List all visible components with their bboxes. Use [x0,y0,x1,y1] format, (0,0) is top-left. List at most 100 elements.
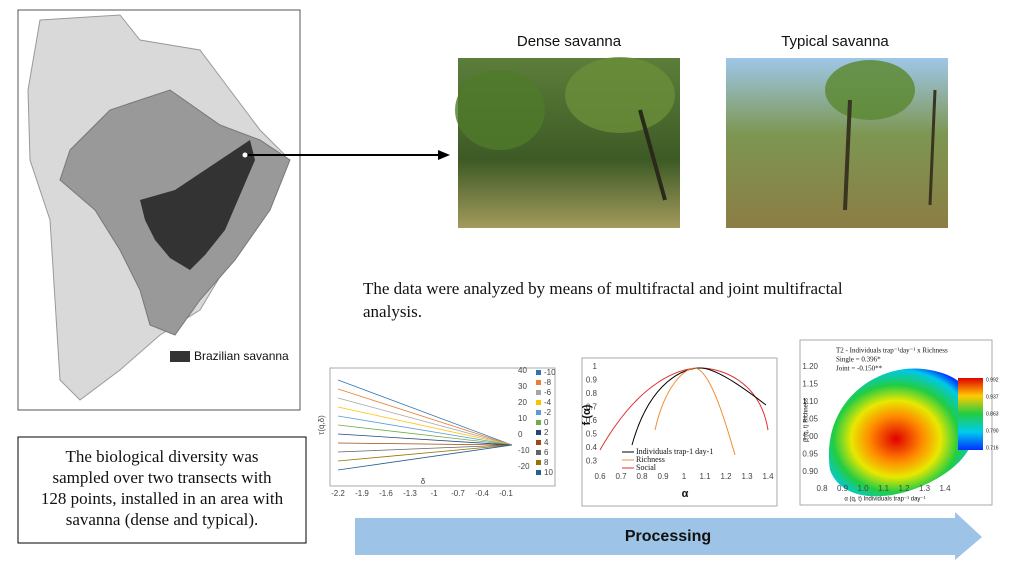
y-tick-label: 0.6 [586,416,598,425]
fit-line [337,444,513,471]
photo-typical: Typical savanna [726,33,948,228]
legend-label: 2 [544,428,549,437]
legend-label: -4 [544,398,552,407]
x-tick-label: 1.2 [720,472,732,481]
legend-label: 8 [544,458,549,467]
colorbar-label: 0.863 [986,411,999,417]
legend-marker [536,450,541,455]
photo-title: Dense savanna [517,33,622,50]
sampling-line: 128 points, installed in an area with [41,489,284,508]
x-tick-label: 0.9 [837,484,849,493]
legend-label: -8 [544,378,552,387]
y-tick-label: 0 [518,430,523,439]
legend-marker [536,420,541,425]
legend-marker [536,400,541,405]
legend-label: -6 [544,388,552,397]
legend-marker [536,460,541,465]
legend-label: 10 [544,468,553,477]
y-axis-label: β (q, t) Richness [804,398,810,442]
x-tick-label: 1 [682,472,687,481]
legend-label: Social [636,463,657,472]
x-tick-label: -1.3 [403,489,417,498]
fit-line [337,442,513,446]
x-tick-label: 0.9 [657,472,669,481]
legend-marker [536,390,541,395]
y-tick-label: -20 [518,462,530,471]
x-tick-label: 0.7 [615,472,627,481]
sampling-line: savanna (dense and typical). [66,510,259,529]
colorbar-label: 0.790 [986,428,999,434]
sampling-line: The biological diversity was [65,447,258,466]
fit-line [337,388,513,446]
annotation: Joint = -0.150** [836,365,883,373]
fit-line [337,415,513,446]
fit-line [337,444,513,462]
y-tick-label: 1.05 [802,415,818,424]
chart-frame [329,367,556,487]
colorbar [958,378,983,450]
tree [565,57,675,133]
curve [631,367,767,446]
y-tick-label: 30 [518,382,527,391]
site-marker [242,152,248,158]
fit-line [337,444,513,453]
fit-line [337,433,513,446]
tree [455,70,545,150]
x-tick-label: 1.2 [898,484,910,493]
y-tick-label: 10 [518,414,527,423]
y-tick-label: 0.9 [586,376,598,385]
x-tick-label: -0.4 [475,489,489,498]
legend-label: 4 [544,438,549,447]
x-axis-label: δ [421,477,426,486]
process-label: Processing [625,528,711,545]
legend-label: Richness [636,455,665,464]
x-tick-label: 1.4 [939,484,951,493]
x-tick-label: -1.6 [379,489,393,498]
x-tick-label: 0.8 [816,484,828,493]
y-tick-label: 1.15 [802,380,818,389]
y-tick-label: 0.7 [586,403,598,412]
x-axis-label: α (q, t) Individuals trap⁻¹ day⁻¹ [844,497,925,503]
fit-line [337,424,513,446]
chart-title: T2 - Individuals trap⁻¹day⁻¹ x Richness [836,347,948,355]
y-tick-label: 1.00 [802,432,818,441]
heatmap [828,368,978,497]
y-tick-label: 1 [593,362,598,371]
curve [654,367,736,456]
y-tick-label: 0.8 [586,389,598,398]
y-tick-label: -10 [518,446,530,455]
tree [825,60,915,120]
legend-marker [536,370,541,375]
photo-dense: Dense savanna [455,33,680,228]
fit-line [337,397,513,446]
analysis-text: analysis. [363,302,422,321]
x-tick-label: 1.4 [762,472,774,481]
y-tick-label: 40 [518,366,527,375]
legend-marker [536,380,541,385]
legend-label: 6 [544,448,549,457]
sampling-line: sampled over two transects with [52,468,272,487]
colorbar-label: 0.937 [986,394,999,400]
y-tick-label: 1.10 [802,397,818,406]
x-tick-label: -1.9 [355,489,369,498]
y-tick-label: 1.20 [802,362,818,371]
x-tick-label: 1.1 [699,472,711,481]
annotation: Single = 0.396* [836,356,881,364]
x-tick-label: 1.0 [857,484,869,493]
x-tick-label: 1.3 [919,484,931,493]
x-tick-label: 0.8 [636,472,648,481]
x-tick-label: 1.1 [878,484,890,493]
legend-label: -2 [544,408,552,417]
legend-label: -10 [544,368,556,377]
y-tick-label: 20 [518,398,527,407]
x-tick-label: -0.7 [451,489,465,498]
map-legend: Brazilian savanna [194,349,289,363]
x-axis-label: α [682,488,689,500]
legend-label: 0 [544,418,549,427]
x-tick-label: -1 [430,489,438,498]
y-tick-label: 0.3 [586,457,598,466]
process-arrow [355,512,982,560]
colorbar-label: 0.716 [986,445,999,451]
y-tick-label: 0.90 [802,467,818,476]
